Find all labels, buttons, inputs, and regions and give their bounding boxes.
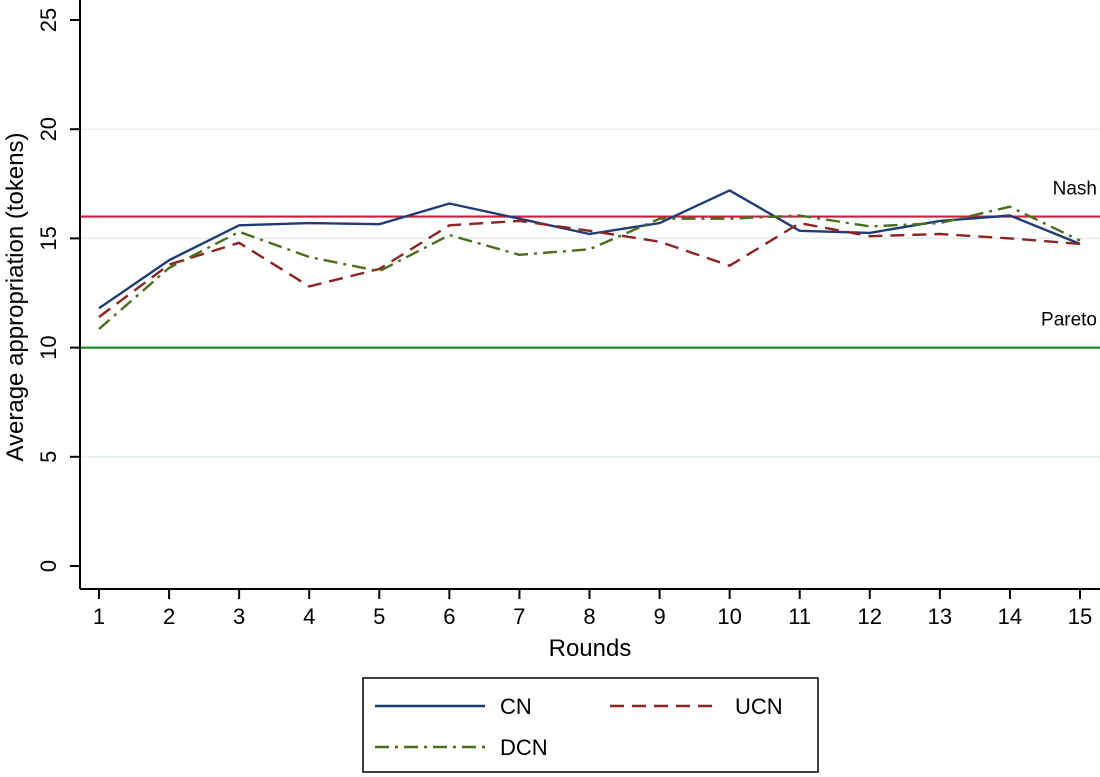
- legend-box: [362, 677, 819, 773]
- series-line-ucn: [98, 219, 1081, 318]
- x-tick-label: 5: [373, 604, 385, 629]
- x-tick-label: 7: [513, 604, 525, 629]
- x-tick-label: 8: [583, 604, 595, 629]
- x-axis-title: Rounds: [549, 635, 632, 662]
- x-tick-label: 9: [653, 604, 665, 629]
- series-line-dcn: [98, 205, 1081, 330]
- x-tick-label: 12: [858, 604, 882, 629]
- series-lines: [98, 189, 1081, 330]
- gridlines: [80, 128, 1100, 458]
- y-tick-label: 15: [36, 226, 61, 250]
- legend-label-ucn: UCN: [735, 694, 783, 719]
- x-tick-label: 6: [443, 604, 455, 629]
- y-tick-label: 25: [36, 8, 61, 32]
- x-tick-label: 1: [93, 604, 105, 629]
- x-tick-label: 14: [998, 604, 1022, 629]
- x-tick-label: 10: [717, 604, 741, 629]
- ref-label-pareto: Pareto: [1041, 310, 1097, 331]
- reference-lines: Nash Pareto: [80, 179, 1100, 349]
- y-tick-label: 10: [36, 335, 61, 359]
- x-tick-label: 11: [788, 604, 811, 629]
- x-tick-label: 13: [928, 604, 952, 629]
- legend-label-cn: CN: [500, 694, 532, 719]
- x-tick-label: 2: [163, 604, 175, 629]
- y-tick-label: 5: [36, 451, 61, 463]
- y-tick-label: 20: [36, 117, 61, 141]
- x-tick-label: 15: [1068, 604, 1092, 629]
- legend: CN UCN DCN: [362, 677, 819, 773]
- x-tick-label: 4: [303, 604, 315, 629]
- y-tick-label: 0: [36, 560, 61, 572]
- series-line-cn: [98, 189, 1081, 310]
- legend-label-dcn: DCN: [500, 735, 548, 760]
- x-tick-label: 3: [233, 604, 245, 629]
- ref-label-nash: Nash: [1053, 179, 1097, 200]
- y-axis-title: Average appropriation (tokens): [2, 132, 29, 461]
